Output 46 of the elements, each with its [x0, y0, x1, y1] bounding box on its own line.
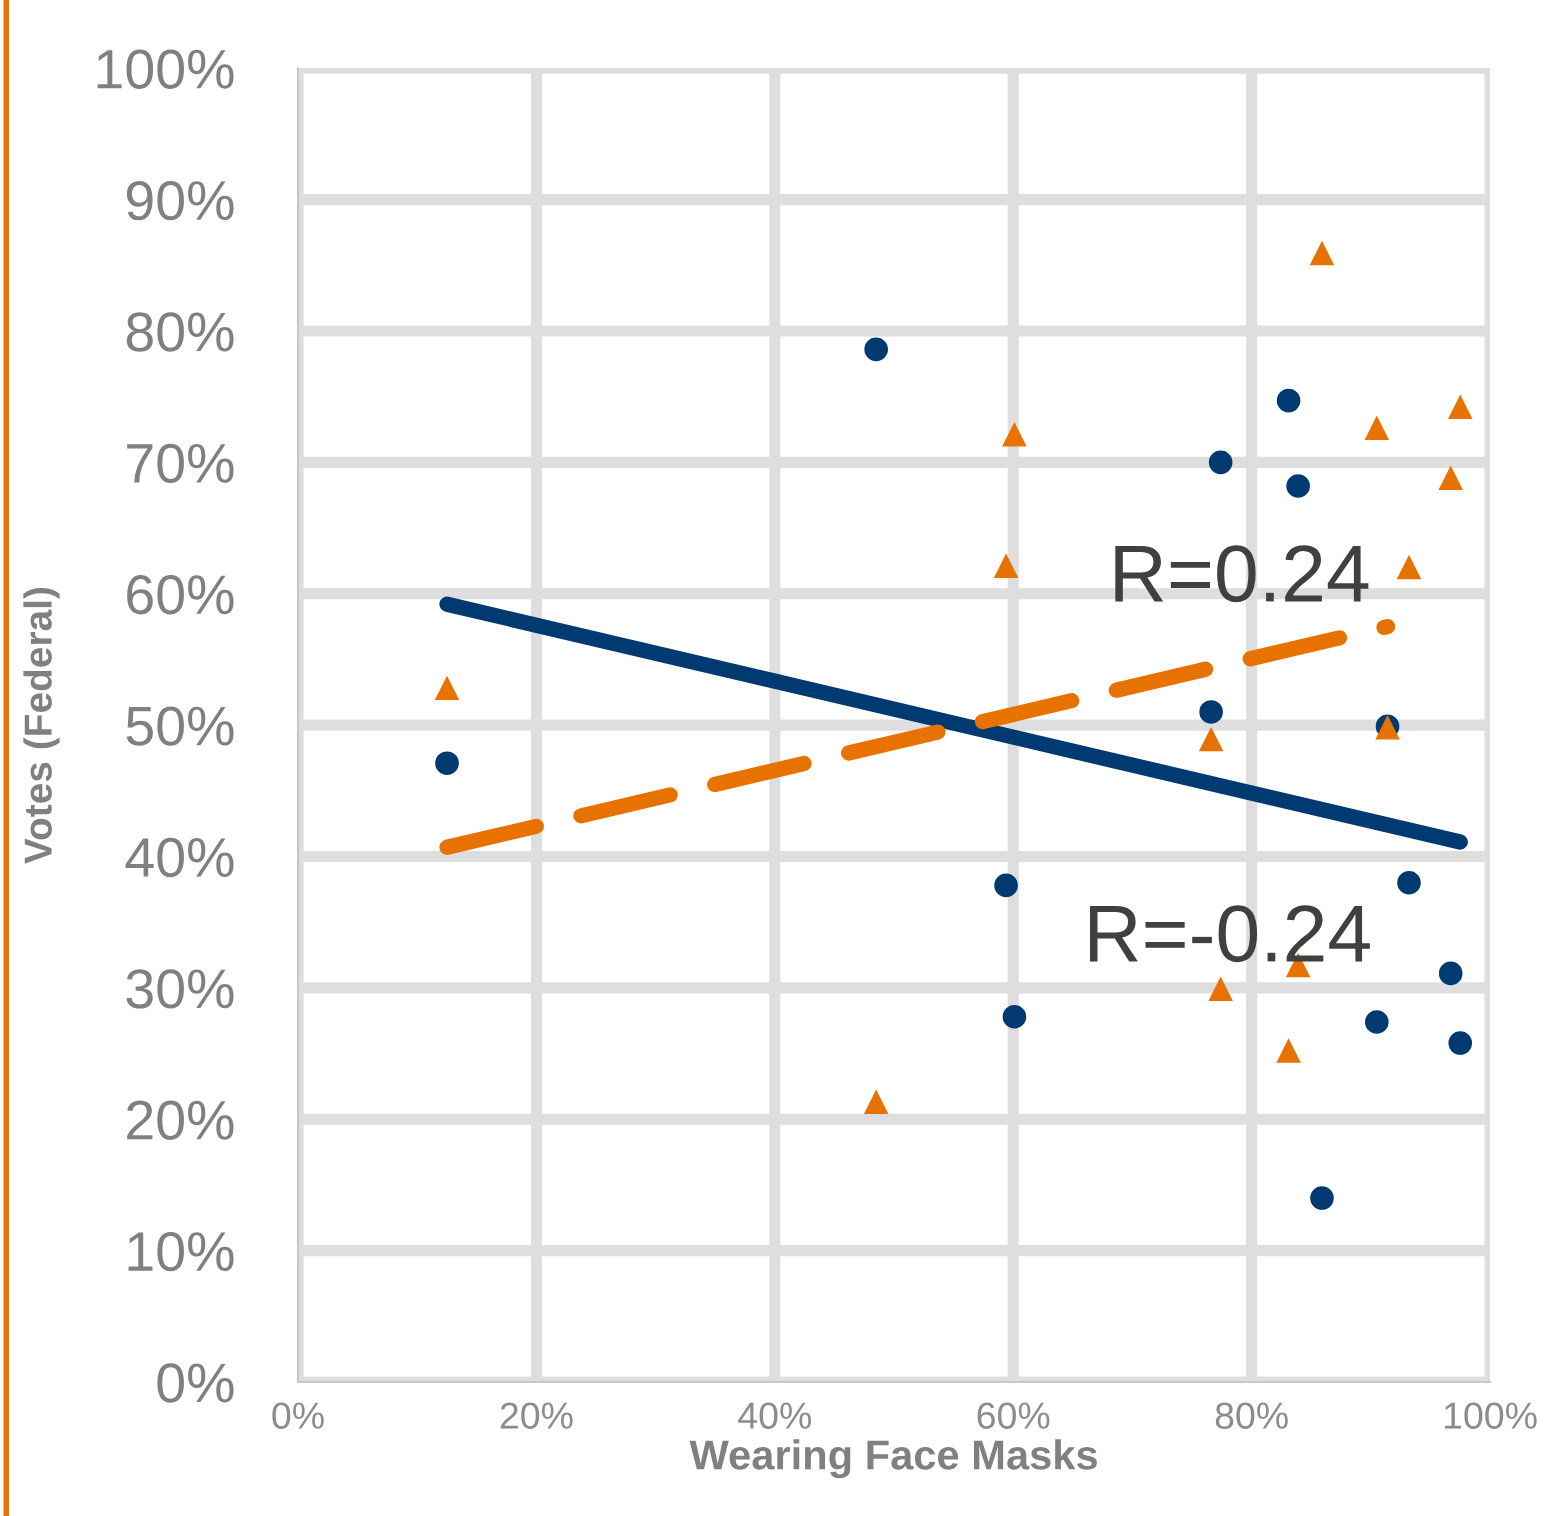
point [1002, 422, 1027, 447]
point [864, 1090, 888, 1114]
point [1286, 474, 1310, 498]
y-tick-label: 80% [126, 312, 234, 352]
y-tick-label: 30% [126, 969, 234, 1009]
x-axis-title: Wearing Face Masks [689, 1439, 1097, 1479]
x-tick-label: 60% [977, 1402, 1050, 1429]
y-tick-label: 90% [126, 180, 234, 221]
point [1448, 395, 1473, 419]
y-axis-title: Votes (Federal) [23, 587, 60, 864]
point [1199, 727, 1223, 752]
point [1276, 388, 1301, 413]
point [1310, 241, 1334, 266]
point [1448, 1031, 1473, 1055]
point [1199, 700, 1223, 724]
x-tick-label: 20% [500, 1402, 573, 1429]
y-tick-label: 0% [157, 1363, 234, 1403]
point [1397, 555, 1421, 580]
point [864, 337, 888, 362]
x-tick-label: 40% [738, 1402, 812, 1429]
point [1397, 870, 1421, 895]
point [1438, 466, 1463, 490]
point [1438, 961, 1463, 986]
x-tick-label: 80% [1215, 1402, 1288, 1429]
point [435, 676, 459, 701]
point [994, 873, 1018, 898]
y-tick-label: 20% [127, 1100, 234, 1140]
y-tick-label: 40% [125, 837, 234, 878]
point [1208, 450, 1233, 475]
y-tick-label: 100% [97, 49, 234, 89]
point [994, 554, 1018, 578]
point [1276, 1039, 1301, 1063]
x-tick-label: 0% [272, 1402, 324, 1429]
point [1002, 1004, 1027, 1029]
point [1364, 1010, 1389, 1034]
point [1208, 977, 1233, 1001]
annotation: R=-0.24 [1090, 905, 1370, 963]
y-tick-label: 10% [128, 1231, 234, 1272]
point [1310, 1186, 1334, 1210]
x-tick-label: 100% [1444, 1402, 1537, 1429]
y-tick-label: 60% [127, 575, 234, 615]
y-tick-label: 50% [126, 706, 234, 746]
annotation: R=0.24 [1115, 545, 1369, 603]
y-tick-label: 70% [127, 443, 234, 484]
point [435, 751, 459, 776]
point [1364, 416, 1389, 440]
